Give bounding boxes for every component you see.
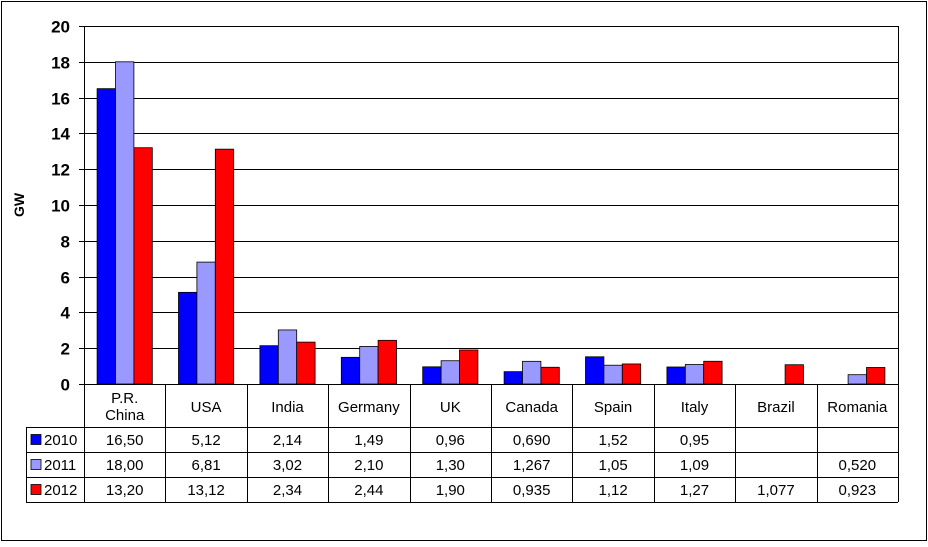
bar-2011-spain bbox=[603, 364, 623, 385]
table-value: 16,50 bbox=[106, 432, 144, 449]
category-label: Canada bbox=[505, 399, 558, 416]
bar-2011-uk bbox=[440, 360, 460, 385]
y-tick-label: 0 bbox=[61, 376, 70, 395]
bar-2010-uk bbox=[422, 366, 442, 385]
y-tick-label: 2 bbox=[61, 340, 70, 359]
table-value: 1,52 bbox=[598, 432, 627, 449]
bar-2011-prchina bbox=[115, 61, 135, 385]
table-value: 1,05 bbox=[598, 457, 627, 474]
y-tick-label: 16 bbox=[51, 90, 70, 109]
table-value: 0,96 bbox=[436, 432, 465, 449]
bar-2011-usa bbox=[196, 261, 216, 385]
bar-2012-uk bbox=[459, 349, 479, 385]
legend-label: 2012 bbox=[44, 482, 77, 499]
legend-swatch-2011 bbox=[30, 459, 42, 470]
y-tick-label: 14 bbox=[51, 125, 70, 144]
legend-label: 2010 bbox=[44, 432, 77, 449]
category-label: Germany bbox=[338, 399, 400, 416]
table-value: 0,923 bbox=[839, 482, 877, 499]
table-value: 6,81 bbox=[191, 457, 220, 474]
y-axis-label: GW bbox=[11, 192, 27, 217]
category-label: UK bbox=[440, 399, 461, 416]
bar-2012-prchina bbox=[133, 147, 153, 385]
bar-2010-india bbox=[259, 345, 279, 385]
table-value: 0,935 bbox=[513, 482, 551, 499]
bar-2012-germany bbox=[377, 339, 397, 385]
bar-2012-romania bbox=[866, 367, 886, 385]
table-value: 2,14 bbox=[273, 432, 302, 449]
table-value: 1,09 bbox=[680, 457, 709, 474]
y-tick-label: 6 bbox=[61, 269, 70, 288]
bar-2011-romania bbox=[847, 374, 867, 385]
bar-2010-canada bbox=[503, 371, 523, 385]
table-value: 1,12 bbox=[598, 482, 627, 499]
table-value: 18,00 bbox=[106, 457, 144, 474]
legend-swatch-2010 bbox=[30, 434, 42, 445]
y-tick-label: 18 bbox=[51, 54, 70, 73]
table-value: 1,267 bbox=[513, 457, 551, 474]
category-label: China bbox=[105, 407, 145, 424]
table-value: 1,27 bbox=[680, 482, 709, 499]
bar-2012-italy bbox=[703, 360, 723, 385]
table-value: 0,690 bbox=[513, 432, 551, 449]
table-value: 0,520 bbox=[839, 457, 877, 474]
table-value: 13,12 bbox=[187, 482, 225, 499]
bar-2012-canada bbox=[540, 366, 560, 385]
category-label: Brazil bbox=[757, 399, 795, 416]
bar-2011-italy bbox=[684, 364, 705, 385]
table-value: 5,12 bbox=[191, 432, 220, 449]
table-value: 2,44 bbox=[354, 482, 383, 499]
bar-2011-germany bbox=[359, 346, 379, 385]
category-label: Spain bbox=[594, 399, 632, 416]
bar-2011-india bbox=[277, 329, 298, 385]
bar-2011-canada bbox=[522, 360, 542, 385]
bar-2010-prchina bbox=[96, 88, 116, 385]
table-value: 2,10 bbox=[354, 457, 383, 474]
category-label: India bbox=[271, 399, 304, 416]
y-tick-label: 8 bbox=[61, 233, 70, 252]
y-tick-label: 4 bbox=[61, 304, 71, 323]
table-value: 0,95 bbox=[680, 432, 709, 449]
table-value: 1,077 bbox=[757, 482, 795, 499]
table-value: 2,34 bbox=[273, 482, 302, 499]
y-tick-label: 20 bbox=[51, 18, 70, 37]
bar-2010-italy bbox=[666, 366, 686, 385]
bar-2012-spain bbox=[621, 363, 642, 385]
table-value: 1,30 bbox=[436, 457, 465, 474]
category-label: Italy bbox=[681, 399, 709, 416]
y-tick-label: 10 bbox=[51, 197, 70, 216]
table-value: 13,20 bbox=[106, 482, 144, 499]
bar-2012-india bbox=[296, 341, 316, 385]
bar-2010-usa bbox=[178, 291, 198, 385]
bar-2012-usa bbox=[214, 148, 235, 385]
category-label: P.R. bbox=[111, 390, 138, 407]
table-value: 3,02 bbox=[273, 457, 302, 474]
legend-swatch-2012 bbox=[30, 484, 42, 495]
category-label: Romania bbox=[827, 399, 888, 416]
category-label: USA bbox=[191, 399, 222, 416]
bar-2010-germany bbox=[340, 356, 361, 385]
legend-label: 2011 bbox=[44, 457, 76, 474]
bar-2012-brazil bbox=[784, 364, 804, 385]
y-tick-label: 12 bbox=[51, 161, 70, 180]
bar-2010-spain bbox=[585, 356, 605, 385]
table-value: 1,49 bbox=[354, 432, 383, 449]
table-value: 1,90 bbox=[436, 482, 465, 499]
